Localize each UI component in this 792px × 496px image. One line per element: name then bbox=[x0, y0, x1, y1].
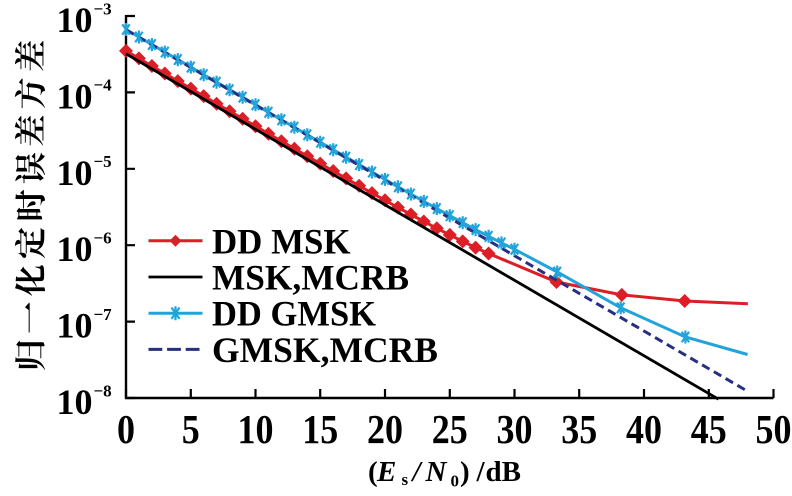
svg-text:0: 0 bbox=[117, 406, 135, 452]
svg-text:45: 45 bbox=[691, 406, 727, 452]
svg-text:30: 30 bbox=[497, 406, 533, 452]
svg-text:−3: −3 bbox=[94, 0, 112, 18]
svg-text:−7: −7 bbox=[94, 305, 113, 324]
svg-text:10: 10 bbox=[57, 382, 93, 422]
svg-text:DD MSK: DD MSK bbox=[212, 221, 351, 261]
svg-text:20: 20 bbox=[367, 406, 403, 452]
svg-text:0: 0 bbox=[451, 472, 460, 491]
svg-text:): ) bbox=[460, 456, 470, 488]
svg-text:10: 10 bbox=[57, 229, 93, 269]
svg-text:E: E bbox=[376, 456, 396, 488]
svg-text:10: 10 bbox=[238, 406, 274, 452]
svg-text:s: s bbox=[402, 470, 409, 489]
svg-text:25: 25 bbox=[432, 406, 468, 452]
svg-text:dB: dB bbox=[486, 456, 521, 488]
svg-text:50: 50 bbox=[756, 406, 792, 452]
svg-text:10: 10 bbox=[57, 306, 93, 346]
svg-text:−4: −4 bbox=[94, 76, 113, 95]
svg-text:/: / bbox=[411, 456, 424, 488]
svg-text:5: 5 bbox=[182, 406, 200, 452]
svg-text:15: 15 bbox=[302, 406, 338, 452]
svg-text:N: N bbox=[425, 456, 448, 488]
svg-text:/: / bbox=[476, 456, 486, 488]
svg-text:(: ( bbox=[368, 456, 378, 488]
svg-text:MSK,MCRB: MSK,MCRB bbox=[212, 258, 409, 298]
svg-text:35: 35 bbox=[561, 406, 597, 452]
svg-text:10: 10 bbox=[57, 153, 93, 193]
svg-text:−8: −8 bbox=[94, 381, 112, 400]
svg-text:−5: −5 bbox=[94, 152, 112, 171]
svg-text:DD GMSK: DD GMSK bbox=[212, 294, 376, 334]
svg-text:GMSK,MCRB: GMSK,MCRB bbox=[212, 330, 438, 370]
svg-text:−6: −6 bbox=[94, 229, 112, 248]
svg-text:40: 40 bbox=[626, 406, 662, 452]
svg-text:10: 10 bbox=[57, 76, 93, 116]
svg-text:10: 10 bbox=[57, 0, 93, 40]
